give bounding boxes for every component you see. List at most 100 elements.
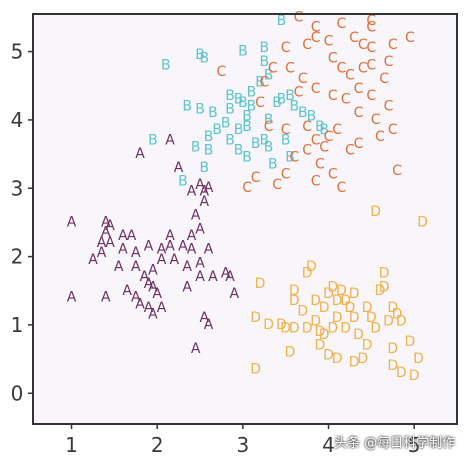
point-a-28: A: [182, 259, 192, 275]
point-c-17: C: [345, 68, 355, 84]
point-c-22: C: [298, 71, 308, 87]
point-a-52: A: [191, 341, 201, 357]
point-b-38: B: [191, 139, 201, 155]
point-c-45: C: [264, 119, 274, 135]
point-a-36: A: [148, 279, 158, 295]
point-a-51: A: [204, 317, 214, 333]
point-d-36: D: [387, 341, 398, 357]
point-b-15: B: [225, 132, 235, 148]
point-c-51: C: [259, 74, 269, 90]
point-c-31: C: [354, 136, 364, 152]
point-a-8: A: [118, 242, 128, 258]
point-a-29: A: [114, 259, 124, 275]
point-a-54: A: [135, 146, 145, 162]
point-c-10: C: [384, 54, 394, 70]
point-d-18: D: [383, 314, 394, 330]
point-d-42: D: [387, 358, 398, 374]
x-tick-label-1: 2: [151, 433, 164, 457]
point-a-44: A: [101, 290, 111, 306]
point-d-37: D: [405, 334, 416, 350]
point-a-2: A: [105, 218, 115, 234]
point-a-35: A: [131, 290, 141, 306]
point-d-54: D: [349, 310, 360, 326]
x-tick-label-4: 5: [408, 433, 421, 457]
point-a-16: A: [187, 228, 197, 244]
point-a-37: A: [195, 269, 205, 285]
point-d-14: D: [362, 300, 373, 316]
point-b-9: B: [225, 102, 235, 118]
point-a-33: A: [144, 276, 154, 292]
point-b-20: B: [259, 132, 269, 148]
point-a-56: A: [97, 245, 107, 261]
point-a-34: A: [122, 283, 132, 299]
point-b-16: B: [204, 129, 214, 145]
point-d-28: D: [327, 320, 338, 336]
point-b-12: B: [242, 109, 252, 125]
point-d-52: D: [357, 351, 368, 367]
point-d-30: D: [263, 317, 274, 333]
point-a-45: A: [135, 296, 145, 312]
point-c-9: C: [405, 30, 415, 46]
point-c-35: C: [302, 143, 312, 159]
point-a-32: A: [140, 269, 150, 285]
point-b-1: B: [161, 57, 171, 73]
point-c-37: C: [315, 156, 325, 172]
point-c-39: C: [311, 173, 321, 189]
point-d-3: D: [302, 266, 313, 282]
point-d-20: D: [392, 307, 403, 323]
point-d-41: D: [349, 355, 360, 371]
point-c-2: C: [337, 16, 347, 32]
point-d-50: D: [379, 266, 390, 282]
point-d-8: D: [336, 283, 347, 299]
point-b-0: B: [148, 132, 158, 148]
point-c-36: C: [289, 150, 299, 166]
point-a-39: A: [182, 279, 192, 295]
point-b-24: B: [255, 74, 265, 90]
point-d-34: D: [362, 337, 373, 353]
point-d-26: D: [310, 314, 321, 330]
point-a-3: A: [101, 225, 111, 241]
point-b-10: B: [234, 91, 244, 107]
point-a-19: A: [200, 194, 210, 210]
point-a-50: A: [200, 310, 210, 326]
point-a-23: A: [195, 177, 205, 193]
point-a-24: A: [204, 180, 214, 196]
point-b-4: B: [182, 98, 192, 114]
point-a-4: A: [97, 235, 107, 251]
point-b-25: B: [264, 68, 274, 84]
point-a-31: A: [148, 262, 158, 278]
point-c-25: C: [341, 91, 351, 107]
point-c-26: C: [354, 105, 364, 121]
point-a-21: A: [187, 184, 197, 200]
point-b-26: B: [259, 54, 269, 70]
point-c-12: C: [302, 37, 312, 53]
y-tick-label-3: 3: [11, 176, 24, 200]
point-b-36: B: [268, 156, 278, 172]
point-a-10: A: [144, 238, 154, 254]
point-a-43: A: [67, 290, 77, 306]
point-b-29: B: [277, 91, 287, 107]
point-d-35: D: [370, 320, 381, 336]
point-c-27: C: [371, 112, 381, 128]
point-c-30: C: [375, 129, 385, 145]
point-c-38: C: [328, 167, 338, 183]
point-c-55: C: [345, 143, 355, 159]
point-b-17: B: [204, 143, 214, 159]
point-c-24: C: [328, 88, 338, 104]
point-d-6: D: [323, 286, 334, 302]
point-a-46: A: [144, 300, 154, 316]
point-d-16: D: [379, 279, 390, 295]
point-b-14: B: [234, 122, 244, 138]
point-b-35: B: [319, 122, 329, 138]
point-d-23: D: [280, 320, 291, 336]
point-d-21: D: [396, 314, 407, 330]
point-c-6: C: [358, 37, 368, 53]
point-c-42: C: [251, 170, 261, 186]
point-a-22: A: [174, 160, 184, 176]
point-b-11: B: [238, 95, 248, 111]
point-c-43: C: [242, 180, 252, 196]
point-d-32: D: [340, 320, 351, 336]
point-c-48: C: [379, 71, 389, 87]
point-a-38: A: [208, 269, 218, 285]
point-a-13: A: [178, 238, 188, 254]
